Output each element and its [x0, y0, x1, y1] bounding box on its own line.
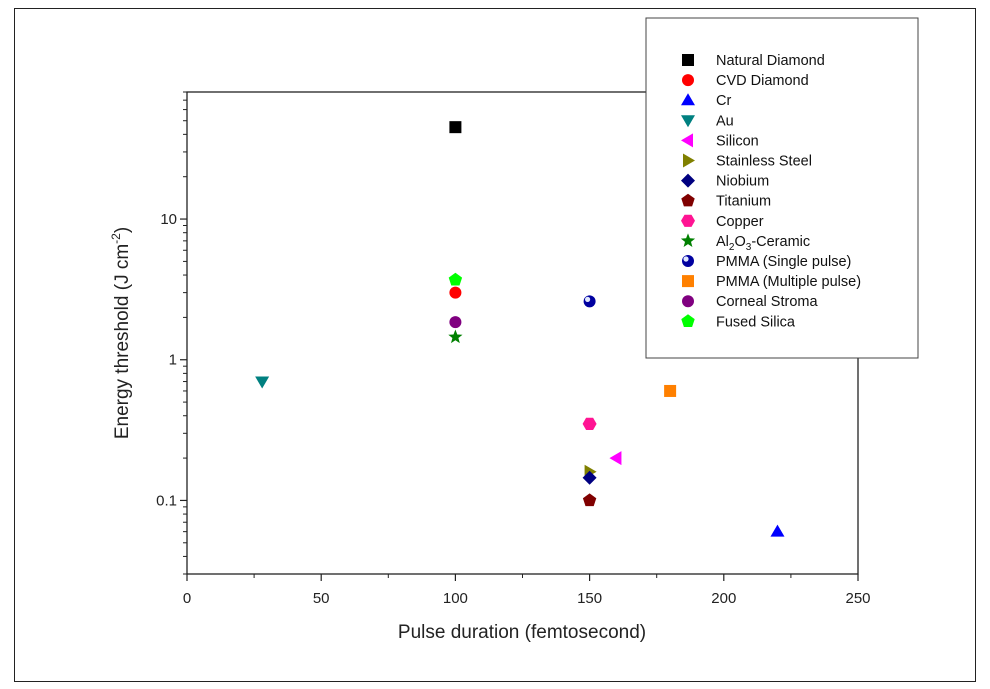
x-axis: 0 50 100 150 200 250: [183, 574, 871, 607]
point-al2o3-ceramic: [448, 329, 463, 344]
legend-item-al2o3-ceramic: Al2O3-Ceramic: [680, 233, 810, 253]
y-tick-label: 0.1: [156, 492, 177, 509]
point-pmma-single-pulse-body: [583, 295, 596, 308]
x-tick-label: 50: [313, 590, 330, 607]
x-tick-label: 100: [443, 590, 468, 607]
legend-marker-fused-silica: [681, 314, 695, 327]
point-fused-silica: [448, 272, 463, 286]
legend-label-corneal-stroma: Corneal Stroma: [716, 294, 818, 310]
legend-label-fused-silica: Fused Silica: [716, 314, 796, 330]
point-niobium: [582, 470, 597, 485]
legend-marker-cvd-diamond: [682, 74, 694, 87]
point-corneal-stroma: [449, 316, 462, 329]
legend-marker-cr: [681, 93, 695, 106]
legend-item-pmma-single-pulse: PMMA (Single pulse): [682, 254, 851, 270]
legend-label-cvd-diamond: CVD Diamond: [716, 73, 809, 89]
legend-label-natural-diamond: Natural Diamond: [716, 53, 825, 69]
legend-label-au: Au: [716, 113, 734, 129]
point-cvd-diamond: [449, 286, 462, 299]
y-axis-title-exponent: -2: [109, 233, 123, 244]
y-axis-title-main: Energy threshold (J cm: [112, 244, 133, 439]
legend-marker-al2o3-ceramic: [680, 233, 696, 247]
legend-label-al2o3-ceramic: Al2O3-Ceramic: [716, 234, 810, 253]
point-copper: [582, 417, 597, 430]
x-tick-label: 250: [845, 590, 870, 607]
legend-label-copper: Copper: [716, 214, 764, 230]
x-tick-label: 0: [183, 590, 191, 607]
point-cr: [770, 524, 785, 537]
legend-marker-pmma-single-pulse-body: [682, 255, 694, 267]
legend: Natural Diamond CVD Diamond Cr Au Silicon Sta…: [680, 53, 861, 330]
point-pmma-multiple-pulse: [664, 384, 677, 397]
legend-item-titanium: Titanium: [681, 193, 771, 210]
legend-label-pmma-multiple-pulse: PMMA (Multiple pulse): [716, 274, 861, 290]
legend-item-niobium: Niobium: [681, 173, 769, 190]
legend-marker-niobium: [681, 173, 695, 188]
legend-item-cvd-diamond: CVD Diamond: [682, 73, 809, 89]
legend-item-cr: Cr: [681, 93, 731, 109]
y-axis: 0.1 1 10: [156, 91, 187, 575]
y-axis-title-close: ): [112, 227, 133, 233]
legend-item-pmma-multiple-pulse: PMMA (Multiple pulse): [682, 274, 861, 290]
legend-label-niobium: Niobium: [716, 174, 769, 190]
point-silicon: [609, 451, 622, 466]
point-titanium: [582, 493, 597, 507]
legend-marker-titanium: [681, 193, 695, 207]
legend-item-silicon: Silicon: [681, 133, 759, 149]
legend-item-au: Au: [681, 113, 734, 129]
legend-marker-pmma-single-pulse: [682, 255, 694, 267]
legend-label-silicon: Silicon: [716, 133, 759, 149]
data-points: [255, 121, 785, 537]
y-tick-label: 1: [169, 352, 177, 369]
legend-label-stainless-steel: Stainless Steel: [716, 154, 812, 170]
x-tick-label: 150: [577, 590, 602, 607]
legend-item-stainless-steel: Stainless Steel: [683, 153, 812, 170]
point-au: [255, 376, 270, 389]
y-tick-label: 10: [160, 211, 177, 228]
y-axis-title: Energy threshold (J cm-2): [109, 227, 133, 439]
legend-marker-silicon: [681, 133, 693, 148]
legend-marker-natural-diamond: [682, 54, 694, 66]
point-pmma-single-pulse: [583, 295, 596, 308]
legend-marker-au: [681, 115, 695, 128]
legend-marker-pmma-multiple-pulse: [682, 275, 694, 288]
legend-marker-copper: [681, 214, 695, 227]
point-natural-diamond: [449, 121, 462, 134]
legend-item-natural-diamond: Natural Diamond: [682, 53, 825, 69]
legend-item-fused-silica: Fused Silica: [681, 314, 796, 330]
legend-marker-corneal-stroma: [682, 295, 694, 308]
legend-item-corneal-stroma: Corneal Stroma: [682, 294, 818, 310]
x-axis-title: Pulse duration (femtosecond): [398, 622, 646, 643]
legend-marker-pmma-single-pulse-highlight: [683, 256, 689, 262]
legend-item-copper: Copper: [681, 214, 764, 230]
legend-label-pmma-single-pulse: PMMA (Single pulse): [716, 254, 851, 270]
legend-label-cr: Cr: [716, 93, 731, 109]
point-pmma-single-pulse-highlight: [585, 296, 591, 302]
legend-label-titanium: Titanium: [716, 194, 771, 210]
x-tick-label: 200: [711, 590, 736, 607]
legend-marker-stainless-steel: [683, 153, 695, 168]
